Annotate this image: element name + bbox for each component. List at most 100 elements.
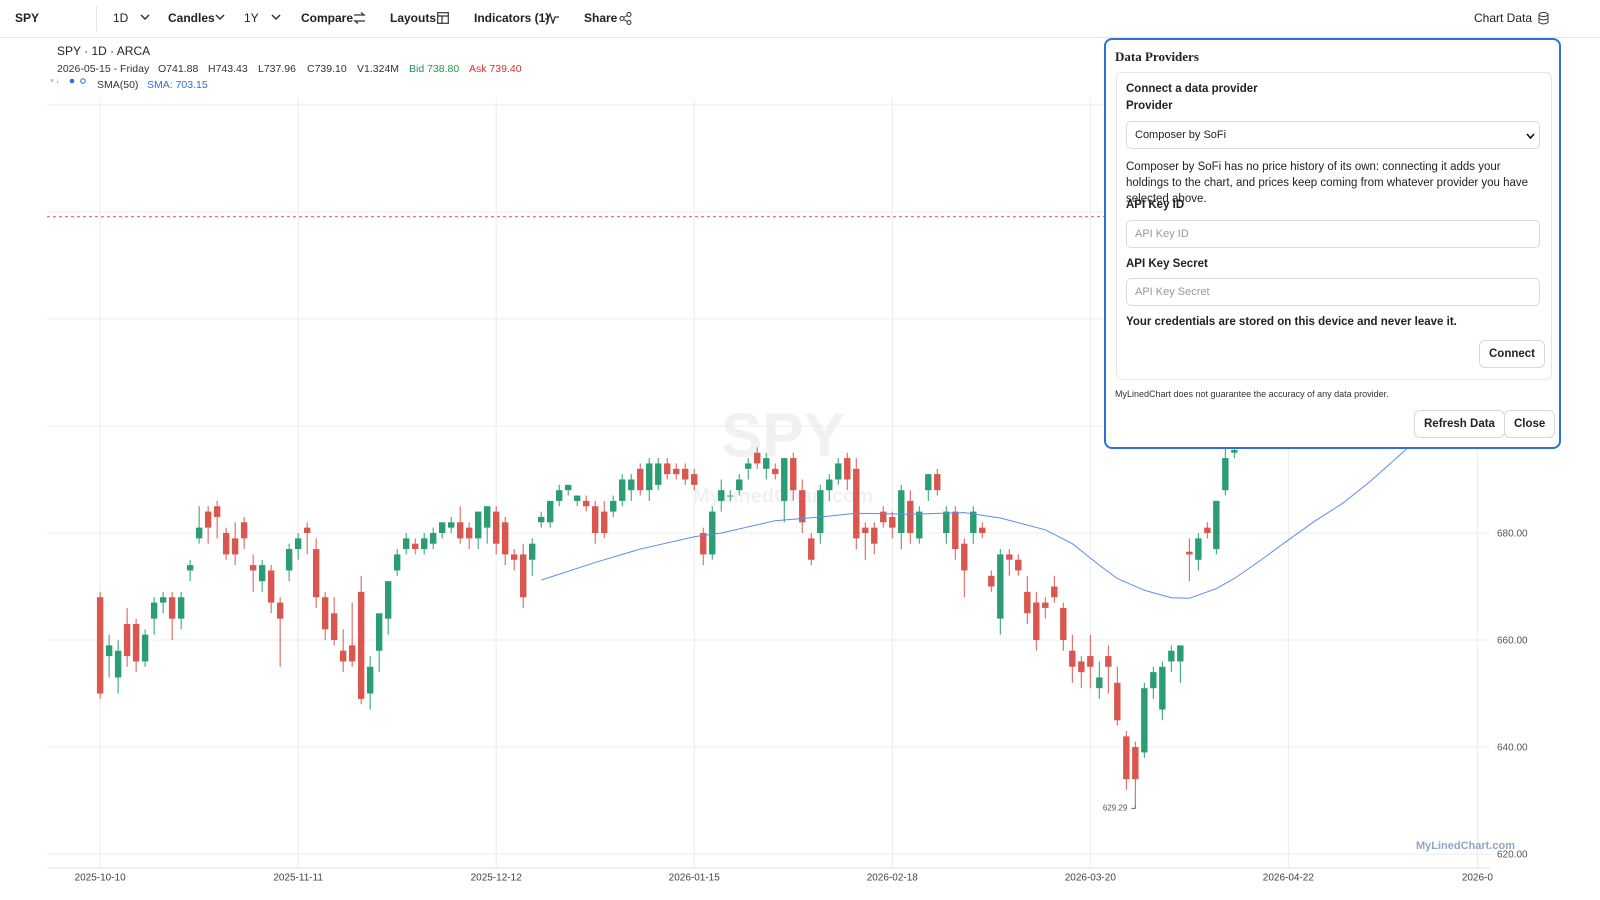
candle-body <box>1231 450 1238 453</box>
candle-body <box>213 506 221 517</box>
interval-button[interactable]: 1D <box>113 11 129 25</box>
candle-body <box>483 506 491 528</box>
candle-body <box>862 527 869 534</box>
legend-ask: Ask 739.40 <box>469 63 522 75</box>
candle-body <box>1132 747 1139 780</box>
candle-body <box>1204 527 1211 534</box>
range-button[interactable]: 1Y <box>244 11 259 25</box>
candle-body <box>790 458 797 491</box>
candle-body <box>682 468 689 480</box>
candle-body <box>925 474 932 491</box>
candle-body <box>195 527 203 539</box>
candle-body <box>1177 645 1184 662</box>
style-button[interactable]: Candles <box>168 11 215 25</box>
candle-body <box>1087 656 1094 667</box>
candle-body <box>1141 688 1148 753</box>
close-button[interactable]: Close <box>1504 410 1556 438</box>
candle-body <box>204 511 212 528</box>
low-label: 629.29 <box>1103 803 1128 812</box>
chevron-icon <box>140 14 150 21</box>
connect-button[interactable]: Connect <box>1479 340 1545 368</box>
provider-label: Provider <box>1126 100 1173 112</box>
provider-value: Composer by SoFi <box>1135 129 1227 141</box>
chevron-icon <box>1526 133 1535 140</box>
candle-body <box>799 490 806 523</box>
candle-body <box>952 511 959 550</box>
data-providers-panel: Data Providers Connect a data provider P… <box>1104 38 1561 449</box>
svg-text:× ↓: × ↓ <box>50 78 60 85</box>
candle-body <box>1195 538 1202 560</box>
candle-body <box>1006 554 1013 560</box>
candle-body <box>808 538 815 560</box>
key-secret-input[interactable]: API Key Secret <box>1126 278 1540 306</box>
candle-body <box>835 463 842 480</box>
x-tick-label: 2025-10-10 <box>75 873 127 884</box>
candle-body <box>844 458 851 480</box>
share-button[interactable]: Share <box>584 11 618 25</box>
divider <box>96 6 97 31</box>
sma-line <box>541 441 1415 599</box>
candle-body <box>366 666 374 694</box>
candle-body <box>619 479 626 501</box>
layouts-icon <box>437 12 449 24</box>
legend-high: H743.43 <box>208 63 248 75</box>
compare-button[interactable]: Compare <box>301 11 354 25</box>
candle-body <box>357 591 365 699</box>
x-tick-label: 2026-0 <box>1462 873 1494 884</box>
candle-body <box>1042 602 1049 608</box>
x-tick-label: 2025-11-11 <box>273 873 323 884</box>
candle-body <box>745 463 752 469</box>
section-title: Connect a data provider <box>1126 83 1258 95</box>
candle-body <box>763 458 770 469</box>
candle-body <box>970 511 977 534</box>
provider-description: Composer by SoFi has no price history of… <box>1126 161 1529 205</box>
candle-body <box>655 463 662 485</box>
legend-volume: V1.324M <box>357 63 400 75</box>
candle-body <box>114 650 122 678</box>
credentials-note: Your credentials are stored on this devi… <box>1126 316 1457 328</box>
candle-body <box>646 463 653 491</box>
candle-body <box>826 479 833 491</box>
candle-body <box>339 650 347 662</box>
candle-body <box>1069 650 1076 667</box>
candle-body <box>474 511 482 539</box>
candle-body <box>1015 559 1022 571</box>
y-tick-label: 620.00 <box>1497 850 1528 861</box>
candle-body <box>1051 586 1058 598</box>
provider-select[interactable]: Composer by SoFi <box>1126 121 1540 149</box>
candle-body <box>123 623 131 657</box>
indicators-button[interactable]: Indicators (1) <box>474 11 550 25</box>
candle-body <box>709 511 716 555</box>
candle-body <box>159 597 167 603</box>
candle-body <box>105 645 113 657</box>
y-tick-label: 660.00 <box>1497 636 1528 647</box>
symbol-button[interactable]: SPY <box>15 11 40 25</box>
candle-body <box>294 538 302 550</box>
candle-body <box>961 543 968 571</box>
candle-body <box>997 554 1004 619</box>
candle-body <box>1213 500 1220 550</box>
candle-body <box>1159 666 1166 710</box>
candle-body <box>150 602 158 619</box>
candle-body <box>1105 656 1112 667</box>
candle-body <box>727 495 734 497</box>
candle-body <box>889 516 896 528</box>
candle-body <box>583 500 590 507</box>
indicator-controls[interactable]: × ↓ <box>50 76 90 86</box>
candle-body <box>330 613 338 641</box>
layouts-button[interactable]: Layouts <box>390 11 437 25</box>
chart-data-button[interactable]: Chart Data <box>1474 11 1533 25</box>
panel-title: Data Providers <box>1115 49 1199 64</box>
key-id-input[interactable]: API Key ID <box>1126 220 1540 248</box>
legend-open: O741.88 <box>158 63 199 75</box>
candle-body <box>222 533 230 555</box>
candle-body <box>276 602 284 619</box>
candle-body <box>492 511 500 544</box>
x-tick-label: 2025-12-12 <box>471 873 523 884</box>
legend-date: 2026-05-15 - Friday <box>57 63 150 75</box>
candle-body <box>898 490 905 534</box>
candle-body <box>628 479 635 491</box>
candle-body <box>979 527 986 534</box>
refresh-button[interactable]: Refresh Data <box>1414 410 1505 438</box>
